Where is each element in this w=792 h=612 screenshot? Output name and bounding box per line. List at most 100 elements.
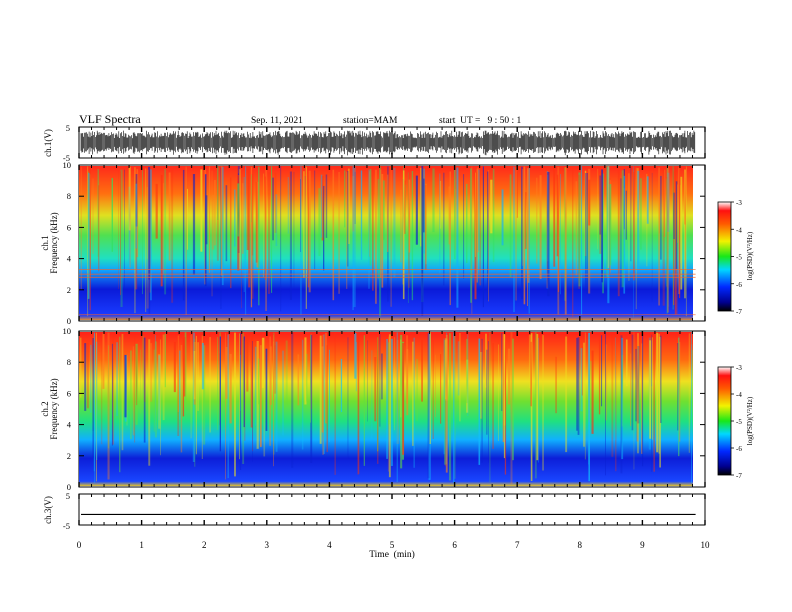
spectrogram-streak bbox=[641, 343, 643, 454]
spectrogram-streak bbox=[585, 173, 587, 291]
spectrogram-streak bbox=[265, 348, 268, 431]
spectrogram-streak bbox=[677, 343, 679, 431]
spectrogram-streak bbox=[527, 168, 528, 306]
colorbar-1-bar bbox=[717, 201, 732, 312]
spectrogram-streak bbox=[111, 178, 113, 252]
spectrogram-streak bbox=[256, 181, 259, 268]
spectrogram-streak bbox=[476, 168, 478, 283]
colorbar-tick-label: -5 bbox=[736, 418, 742, 426]
spectrogram-streak bbox=[601, 335, 603, 407]
spectrogram-streak bbox=[523, 166, 526, 305]
spectrogram-streak bbox=[678, 337, 680, 457]
spectrogram-streak bbox=[111, 343, 113, 446]
spectrogram-streak bbox=[586, 173, 588, 294]
spectrogram-streak bbox=[588, 168, 591, 294]
spectrogram-streak bbox=[413, 337, 415, 468]
spectrogram-streak bbox=[155, 183, 158, 239]
spectrogram-streak bbox=[668, 169, 670, 307]
freq-tick-label: 0 bbox=[67, 316, 71, 326]
spectrogram-streak bbox=[282, 350, 284, 436]
spectrogram-streak bbox=[239, 333, 242, 470]
spectrogram-streak bbox=[646, 176, 649, 224]
spectrogram-streak bbox=[310, 333, 312, 409]
ch1-spectrogram-lines bbox=[79, 269, 696, 316]
spectrogram-streak bbox=[171, 169, 174, 303]
spectrogram-streak bbox=[453, 332, 455, 483]
spectrogram-streak bbox=[285, 340, 288, 407]
spectrogram-streak bbox=[481, 338, 483, 463]
x-axis-label: Time (min) bbox=[369, 549, 415, 560]
spectrogram-streak bbox=[393, 167, 396, 278]
spectrogram-streak bbox=[126, 355, 128, 426]
spectrogram-streak bbox=[184, 332, 187, 404]
spectrogram-streak bbox=[363, 335, 365, 466]
spectrogram-streak bbox=[321, 346, 324, 433]
spectrogram-streak bbox=[658, 167, 660, 306]
spectrogram-streak bbox=[443, 338, 445, 455]
spectrogram-streak bbox=[310, 334, 313, 463]
spectrogram-streak bbox=[195, 335, 197, 455]
spectrogram-streak bbox=[252, 341, 253, 462]
spectrogram-streak bbox=[628, 173, 630, 281]
spectrogram-streak bbox=[234, 332, 236, 477]
spectrogram-streak bbox=[547, 172, 550, 297]
spectrogram-streak bbox=[250, 334, 253, 428]
x-tick-label: 0 bbox=[77, 540, 82, 550]
spectrogram-streak bbox=[192, 174, 196, 275]
x-tick-label: 9 bbox=[640, 540, 645, 550]
spectrogram-streak bbox=[273, 335, 274, 467]
spectrogram-streak bbox=[369, 169, 372, 266]
spectrogram-streak bbox=[197, 342, 199, 411]
spectrogram-streak bbox=[402, 343, 405, 455]
spectrogram-streak bbox=[516, 171, 518, 218]
ch1-spec-time-ticks bbox=[78, 165, 706, 321]
spectrogram-streak bbox=[444, 333, 446, 467]
spectrogram-streak bbox=[651, 172, 653, 302]
spectrogram-streak bbox=[280, 166, 282, 312]
spectrogram-streak bbox=[325, 332, 327, 424]
x-tick-label: 6 bbox=[452, 540, 457, 550]
spectrogram-streak bbox=[383, 180, 385, 240]
spectrogram-streak bbox=[482, 166, 484, 308]
ch2-spec-yticks: 0 2 4 6 8 10 bbox=[63, 326, 705, 492]
spectrogram-streak bbox=[555, 356, 557, 414]
spectrogram-streak bbox=[297, 354, 300, 406]
spectrogram-streak bbox=[667, 172, 670, 232]
colorbar-2-ticks: -3 -4 -5 -6 -7 bbox=[731, 364, 742, 480]
spectrogram-streak bbox=[635, 167, 637, 310]
spectrogram-streak bbox=[230, 177, 232, 289]
colorbar-tick-label: -4 bbox=[736, 226, 742, 234]
spectrogram-streak bbox=[255, 181, 258, 263]
spectrogram-streak bbox=[162, 183, 164, 275]
spectrogram-streak bbox=[148, 166, 150, 280]
spectrogram-streak bbox=[187, 188, 188, 250]
ch1-spectrogram-image bbox=[79, 166, 693, 320]
ch1-spec-yticks: 0 2 4 6 8 10 bbox=[63, 160, 705, 326]
spectrogram-streak bbox=[80, 166, 82, 290]
spectrogram-streak bbox=[268, 172, 271, 294]
spectrogram-streak bbox=[411, 171, 414, 301]
spectrogram-streak bbox=[185, 166, 187, 315]
spectrogram-streak bbox=[406, 335, 408, 404]
spectrogram-streak bbox=[510, 332, 513, 484]
spectrogram-streak bbox=[666, 178, 667, 287]
spectrogram-streak bbox=[606, 166, 608, 277]
spectrogram-streak bbox=[630, 167, 632, 262]
spectrogram-streak bbox=[416, 358, 418, 422]
spectrogram-streak bbox=[488, 170, 489, 302]
spectrogram-streak bbox=[107, 332, 110, 480]
spectrogram-streak bbox=[164, 168, 167, 295]
spectrogram-streak bbox=[666, 166, 668, 314]
spectrogram-streak bbox=[488, 341, 489, 463]
spectrogram-streak bbox=[388, 334, 391, 478]
spectrogram-streak bbox=[116, 342, 118, 416]
spectrogram-streak bbox=[396, 339, 399, 444]
spectrogram-streak bbox=[338, 172, 340, 294]
spectrogram-streak bbox=[642, 333, 644, 467]
spectrogram-streak bbox=[203, 345, 206, 445]
x-tick-label: 2 bbox=[202, 540, 207, 550]
spectrogram-streak bbox=[256, 341, 259, 449]
spectrogram-streak bbox=[340, 359, 343, 413]
spectrogram-streak bbox=[653, 334, 655, 472]
spectrogram-streak bbox=[507, 348, 511, 405]
